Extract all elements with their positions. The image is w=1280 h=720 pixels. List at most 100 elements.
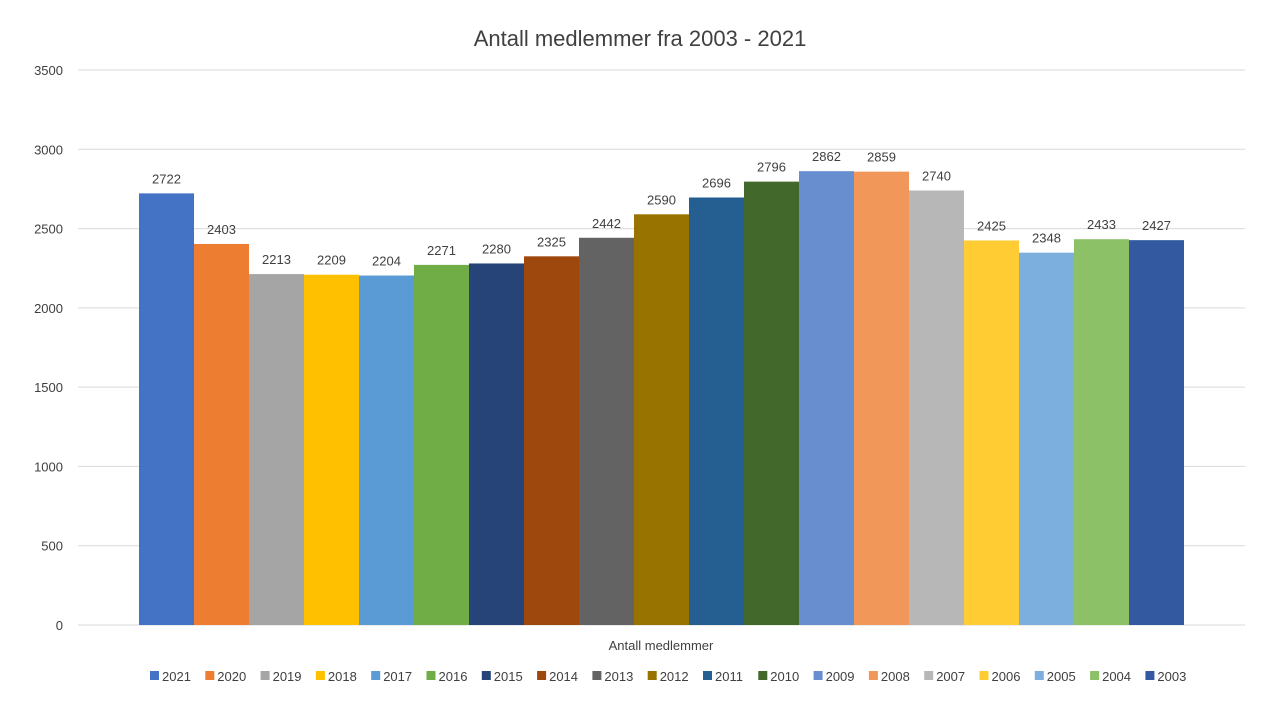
legend-item-2014: 2014 bbox=[537, 669, 578, 684]
bar-2021 bbox=[139, 193, 194, 625]
legend-swatch bbox=[426, 671, 436, 680]
legend-item-2011: 2011 bbox=[703, 669, 743, 684]
legend-swatch bbox=[758, 671, 768, 680]
legend-item-2003: 2003 bbox=[1145, 669, 1186, 684]
legend-swatch bbox=[371, 671, 381, 680]
y-tick-label: 2500 bbox=[34, 222, 63, 237]
bar-2012 bbox=[634, 214, 689, 626]
legend-swatch bbox=[592, 671, 602, 680]
bar-2016 bbox=[414, 264, 469, 625]
bar-2006 bbox=[964, 240, 1019, 625]
data-label-2018: 2209 bbox=[317, 253, 346, 268]
legend-item-2008: 2008 bbox=[868, 669, 910, 684]
data-label-2011: 2696 bbox=[702, 175, 731, 190]
data-label-2012: 2590 bbox=[647, 192, 676, 207]
legend-item-2010: 2010 bbox=[758, 669, 799, 684]
legend-item-2005: 2005 bbox=[1034, 669, 1076, 684]
legend-label: 2008 bbox=[881, 669, 910, 684]
legend-swatch bbox=[150, 671, 159, 680]
legend-swatch bbox=[813, 671, 823, 680]
data-label-2005: 2348 bbox=[1032, 231, 1061, 246]
bar-2019 bbox=[249, 274, 304, 625]
legend-label: 2011 bbox=[715, 669, 743, 684]
legend-item-2020: 2020 bbox=[205, 669, 246, 684]
legend-label: 2018 bbox=[328, 669, 357, 684]
legend-swatch bbox=[1145, 671, 1155, 680]
legend-swatch bbox=[1090, 671, 1100, 680]
data-label-2004: 2433 bbox=[1087, 217, 1116, 232]
legend-label: 2003 bbox=[1157, 669, 1186, 684]
legend-swatch bbox=[205, 671, 215, 680]
y-tick-label: 0 bbox=[56, 618, 63, 633]
legend-label: 2015 bbox=[494, 669, 523, 684]
legend-swatch bbox=[924, 671, 934, 680]
bar-2015 bbox=[469, 263, 524, 625]
data-label-2013: 2442 bbox=[592, 216, 621, 231]
legend-swatch bbox=[979, 671, 989, 680]
legend-label: 2007 bbox=[936, 669, 965, 684]
data-label-2015: 2280 bbox=[482, 241, 511, 256]
legend-item-2019: 2019 bbox=[260, 669, 302, 684]
legend-item-2016: 2016 bbox=[426, 669, 468, 684]
bar-2013 bbox=[579, 237, 634, 626]
bar-2003 bbox=[1129, 240, 1184, 625]
data-label-2006: 2425 bbox=[977, 218, 1006, 233]
legend-label: 2004 bbox=[1102, 669, 1131, 684]
legend-swatch bbox=[1034, 671, 1044, 680]
y-tick-label: 2000 bbox=[34, 301, 63, 316]
legend-label: 2017 bbox=[383, 669, 412, 684]
data-label-2017: 2204 bbox=[372, 254, 401, 269]
y-tick-label: 3000 bbox=[34, 142, 63, 157]
legend-label: 2012 bbox=[660, 669, 689, 684]
legend-label: 2019 bbox=[273, 669, 302, 684]
bar-2004 bbox=[1074, 239, 1129, 625]
x-axis-category-label: Antall medlemmer bbox=[609, 638, 714, 653]
legend-item-2009: 2009 bbox=[813, 669, 855, 684]
data-label-2020: 2403 bbox=[207, 222, 236, 237]
bar-2009 bbox=[799, 171, 854, 625]
data-label-2003: 2427 bbox=[1142, 218, 1171, 233]
data-label-2007: 2740 bbox=[922, 169, 951, 184]
bar-2018 bbox=[304, 274, 359, 625]
legend-label: 2013 bbox=[604, 669, 633, 684]
legend-item-2012: 2012 bbox=[647, 669, 689, 684]
legend-swatch bbox=[703, 671, 712, 680]
legend: 2021 2020 2019 2018 2017 2016 2015 2014 2013 2012… bbox=[150, 669, 1186, 684]
legend-label: 2009 bbox=[826, 669, 855, 684]
bar-2005 bbox=[1019, 252, 1074, 625]
data-labels: 2722 2403 2213 2209 2204 2271 2280 2325 2442 2590… bbox=[152, 149, 1171, 268]
legend-label: 2010 bbox=[770, 669, 799, 684]
legend-swatch bbox=[315, 671, 325, 680]
y-axis-ticks: 0 500 1000 1500 2000 2500 3000 3500 bbox=[34, 63, 63, 633]
data-label-2016: 2271 bbox=[427, 243, 456, 258]
legend-item-2007: 2007 bbox=[924, 669, 965, 684]
legend-swatch bbox=[647, 671, 657, 680]
legend-item-2006: 2006 bbox=[979, 669, 1020, 684]
legend-item-2004: 2004 bbox=[1090, 669, 1131, 684]
legend-swatch bbox=[260, 671, 270, 680]
bar-2008 bbox=[854, 171, 909, 625]
y-tick-label: 1000 bbox=[34, 459, 63, 474]
legend-label: 2014 bbox=[549, 669, 578, 684]
legend-label: 2020 bbox=[217, 669, 246, 684]
bar-2007 bbox=[909, 190, 964, 625]
data-label-2019: 2213 bbox=[262, 252, 291, 267]
legend-label: 2005 bbox=[1047, 669, 1076, 684]
bar-2020 bbox=[194, 243, 249, 625]
y-tick-label: 1500 bbox=[34, 380, 63, 395]
bar-2014 bbox=[524, 256, 579, 625]
legend-item-2018: 2018 bbox=[315, 669, 357, 684]
y-tick-label: 500 bbox=[41, 539, 63, 554]
bar-2010 bbox=[744, 181, 799, 626]
data-label-2014: 2325 bbox=[537, 234, 566, 249]
legend-item-2017: 2017 bbox=[371, 669, 412, 684]
legend-swatch bbox=[868, 671, 878, 680]
data-label-2008: 2859 bbox=[867, 150, 896, 165]
bar-2011 bbox=[689, 197, 744, 625]
bars bbox=[139, 171, 1184, 626]
legend-label: 2016 bbox=[439, 669, 468, 684]
legend-item-2015: 2015 bbox=[481, 669, 523, 684]
y-tick-label: 3500 bbox=[34, 63, 63, 78]
